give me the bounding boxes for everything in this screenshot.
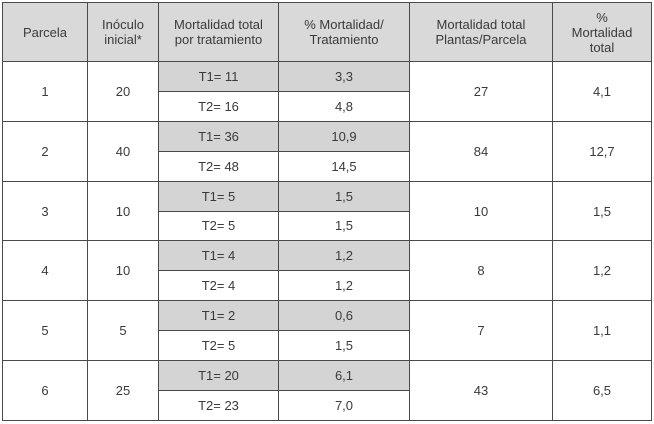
cell-inoculo: 10 xyxy=(87,240,159,302)
table-row: T2= 48 14,5 xyxy=(3,150,652,182)
cell-total-pct: 1,1 xyxy=(552,300,652,362)
cell-parcela: 2 xyxy=(2,120,88,182)
table-row: T2= 5 1,5 xyxy=(3,330,652,362)
cell-t1-pct: 10,9 xyxy=(278,120,410,152)
cell-t2: T2= 16 xyxy=(158,90,279,122)
cell-total: 7 xyxy=(409,300,553,362)
cell-t1-pct: 6,1 xyxy=(278,360,410,391)
cell-total-pct: 1,5 xyxy=(552,180,652,242)
cell-t2-pct: 1,5 xyxy=(278,210,410,242)
table-row: 2 40 T1= 36 10,9 84 12,7 xyxy=(2,120,652,182)
cell-total-pct: 6,5 xyxy=(552,360,652,421)
cell-inoculo: 20 xyxy=(87,61,159,122)
header-mortalidad-parcela: Mortalidad total Plantas/Parcela xyxy=(409,2,553,62)
table-row: 4 10 T1= 4 1,2 8 1,2 xyxy=(2,240,652,302)
cell-t2: T2= 4 xyxy=(158,270,279,302)
table-row: T2= 4 1,2 xyxy=(3,270,652,302)
table-row: T2= 23 7,0 xyxy=(3,389,652,422)
cell-t2-pct: 14,5 xyxy=(278,150,410,182)
cell-t1: T1= 4 xyxy=(158,240,279,272)
table-row: 3 10 T1= 5 1,5 10 1,5 xyxy=(2,180,652,242)
cell-t1-pct: 1,2 xyxy=(278,240,410,272)
cell-total-pct: 1,2 xyxy=(552,240,652,302)
header-parcela: Parcela xyxy=(2,2,88,62)
cell-inoculo: 5 xyxy=(87,300,159,362)
cell-total: 43 xyxy=(409,360,553,421)
header-row: Parcela Inóculo inicial* Mortalidad tota… xyxy=(2,2,652,62)
cell-parcela: 6 xyxy=(2,360,88,421)
cell-parcela: 1 xyxy=(2,61,88,122)
cell-parcela: 3 xyxy=(2,180,88,242)
cell-t2: T2= 5 xyxy=(158,210,279,242)
cell-t1-pct: 1,5 xyxy=(278,180,410,212)
cell-total-pct: 12,7 xyxy=(552,120,652,182)
cell-t2-pct: 1,5 xyxy=(278,330,410,362)
header-pct-mortalidad-total: % Mortalidad total xyxy=(552,2,652,62)
cell-parcela: 5 xyxy=(2,300,88,362)
cell-t1-pct: 3,3 xyxy=(278,61,410,92)
cell-t2: T2= 23 xyxy=(158,389,279,422)
cell-parcela: 4 xyxy=(2,240,88,302)
cell-t1: T1= 5 xyxy=(158,180,279,212)
cell-t2-pct: 4,8 xyxy=(278,90,410,122)
table-row: 5 5 T1= 2 0,6 7 1,1 xyxy=(2,300,652,362)
cell-total: 84 xyxy=(409,120,553,182)
cell-inoculo: 25 xyxy=(87,360,159,421)
cell-t2-pct: 7,0 xyxy=(278,389,410,422)
header-pct-mortalidad-tratamiento: % Mortalidad/ Tratamiento xyxy=(278,2,410,62)
cell-t1: T1= 11 xyxy=(158,61,279,92)
table-row: T2= 5 1,5 xyxy=(3,210,652,242)
header-mortalidad-tratamiento: Mortalidad total por tratamiento xyxy=(158,2,279,62)
cell-t1: T1= 2 xyxy=(158,300,279,332)
cell-total: 8 xyxy=(409,240,553,302)
header-inoculo-inicial: Inóculo inicial* xyxy=(87,2,159,62)
cell-inoculo: 10 xyxy=(87,180,159,242)
cell-t2-pct: 1,2 xyxy=(278,270,410,302)
cell-t1: T1= 36 xyxy=(158,120,279,152)
table-row: T2= 16 4,8 xyxy=(3,90,652,122)
cell-inoculo: 40 xyxy=(87,120,159,182)
cell-t2: T2= 5 xyxy=(158,330,279,362)
cell-t1: T1= 20 xyxy=(158,360,279,391)
cell-total: 10 xyxy=(409,180,553,242)
table-row: 1 20 T1= 11 3,3 27 4,1 xyxy=(2,61,652,122)
cell-t2: T2= 48 xyxy=(158,150,279,182)
cell-t1-pct: 0,6 xyxy=(278,300,410,332)
cell-total-pct: 4,1 xyxy=(552,61,652,122)
cell-total: 27 xyxy=(409,61,553,122)
table-row: 6 25 T1= 20 6,1 43 6,5 xyxy=(2,360,652,421)
